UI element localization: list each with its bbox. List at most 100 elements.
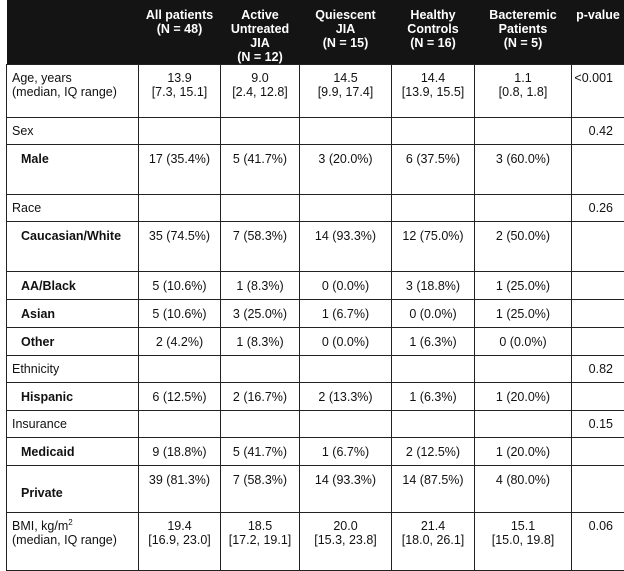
cell: 7 (58.3%) xyxy=(221,222,300,272)
cell: 39 (81.3%) xyxy=(139,466,221,513)
cell: 5 (10.6%) xyxy=(139,300,221,328)
cell: 2 (12.5%) xyxy=(392,438,475,466)
row-label-private: Private xyxy=(7,466,139,513)
cell xyxy=(221,118,300,145)
row-label-caucasian: Caucasian/White xyxy=(7,222,139,272)
cell: 1 (6.7%) xyxy=(300,300,392,328)
row-label-hispanic: Hispanic xyxy=(7,383,139,411)
row-label-other: Other xyxy=(7,328,139,356)
row-label-male: Male xyxy=(7,145,139,195)
table-row-bmi: BMI, kg/m2(median, IQ range) 19.4[16.9, … xyxy=(7,513,624,571)
cell: 2 (13.3%) xyxy=(300,383,392,411)
cell: 2 (50.0%) xyxy=(475,222,572,272)
row-label-race: Race xyxy=(7,195,139,222)
cell: 3 (25.0%) xyxy=(221,300,300,328)
cell xyxy=(475,411,572,438)
cell xyxy=(221,195,300,222)
table-row-sex: Sex 0.42 xyxy=(7,118,624,145)
cell xyxy=(139,195,221,222)
cell: 5 (10.6%) xyxy=(139,272,221,300)
cell xyxy=(572,438,624,466)
p-value-ethnicity: 0.82 xyxy=(572,356,624,383)
cell: 19.4[16.9, 23.0] xyxy=(139,513,221,571)
cell xyxy=(475,118,572,145)
cell xyxy=(139,411,221,438)
table-row-insurance: Insurance 0.15 xyxy=(7,411,624,438)
cell xyxy=(572,328,624,356)
cell xyxy=(139,118,221,145)
table-row-male: Male 17 (35.4%) 5 (41.7%) 3 (20.0%) 6 (3… xyxy=(7,145,624,195)
cell xyxy=(572,222,624,272)
cell: 3 (20.0%) xyxy=(300,145,392,195)
header-p-value: p-value xyxy=(572,0,624,65)
cell: 13.9[7.3, 15.1] xyxy=(139,65,221,118)
cell: 21.4[18.0, 26.1] xyxy=(392,513,475,571)
cell: 12 (75.0%) xyxy=(392,222,475,272)
row-label-aablack: AA/Black xyxy=(7,272,139,300)
cell xyxy=(572,466,624,513)
table-row-age: Age, years(median, IQ range) 13.9[7.3, 1… xyxy=(7,65,624,118)
p-value-race: 0.26 xyxy=(572,195,624,222)
cell xyxy=(221,411,300,438)
cell xyxy=(392,411,475,438)
cell: 0 (0.0%) xyxy=(300,272,392,300)
cell xyxy=(392,195,475,222)
cell: 20.0[15.3, 23.8] xyxy=(300,513,392,571)
cell: 6 (12.5%) xyxy=(139,383,221,411)
cell: 6 (37.5%) xyxy=(392,145,475,195)
table-row-aablack: AA/Black 5 (10.6%) 1 (8.3%) 0 (0.0%) 3 (… xyxy=(7,272,624,300)
row-label-asian: Asian xyxy=(7,300,139,328)
cell xyxy=(572,383,624,411)
p-value-bmi: 0.06 xyxy=(572,513,624,571)
cell: 0 (0.0%) xyxy=(475,328,572,356)
cell: 9 (18.8%) xyxy=(139,438,221,466)
cell: 1 (6.7%) xyxy=(300,438,392,466)
cell: 17 (35.4%) xyxy=(139,145,221,195)
cell: 35 (74.5%) xyxy=(139,222,221,272)
table-row-race: Race 0.26 xyxy=(7,195,624,222)
header-all-patients: All patients(N = 48) xyxy=(139,0,221,65)
cell xyxy=(300,356,392,383)
cell: 5 (41.7%) xyxy=(221,438,300,466)
cell: 2 (16.7%) xyxy=(221,383,300,411)
table-row-hispanic: Hispanic 6 (12.5%) 2 (16.7%) 2 (13.3%) 1… xyxy=(7,383,624,411)
cell: 3 (60.0%) xyxy=(475,145,572,195)
table-row-ethnicity: Ethnicity 0.82 xyxy=(7,356,624,383)
row-label-bmi: BMI, kg/m2(median, IQ range) xyxy=(7,513,139,571)
cell xyxy=(572,145,624,195)
row-label-ethnicity: Ethnicity xyxy=(7,356,139,383)
cell xyxy=(392,118,475,145)
cell: 1 (8.3%) xyxy=(221,272,300,300)
cell xyxy=(300,118,392,145)
cell: 14 (93.3%) xyxy=(300,466,392,513)
cell: 14 (93.3%) xyxy=(300,222,392,272)
cell: 0 (0.0%) xyxy=(300,328,392,356)
cell: 1 (25.0%) xyxy=(475,272,572,300)
cell xyxy=(139,356,221,383)
cell: 7 (58.3%) xyxy=(221,466,300,513)
row-label-age: Age, years(median, IQ range) xyxy=(7,65,139,118)
row-label-medicaid: Medicaid xyxy=(7,438,139,466)
cell xyxy=(475,195,572,222)
cell: 18.5[17.2, 19.1] xyxy=(221,513,300,571)
cell: 2 (4.2%) xyxy=(139,328,221,356)
cell: 5 (41.7%) xyxy=(221,145,300,195)
header-blank xyxy=(7,0,139,65)
table-row-private: Private 39 (81.3%) 7 (58.3%) 14 (93.3%) … xyxy=(7,466,624,513)
cell xyxy=(475,356,572,383)
row-label-sex: Sex xyxy=(7,118,139,145)
p-value-sex: 0.42 xyxy=(572,118,624,145)
cell: 3 (18.8%) xyxy=(392,272,475,300)
row-label-insurance: Insurance xyxy=(7,411,139,438)
cell xyxy=(300,411,392,438)
cell xyxy=(392,356,475,383)
cell xyxy=(572,300,624,328)
cell: 1 (8.3%) xyxy=(221,328,300,356)
cell: 1 (6.3%) xyxy=(392,383,475,411)
p-value-age: <0.001 xyxy=(572,65,624,118)
